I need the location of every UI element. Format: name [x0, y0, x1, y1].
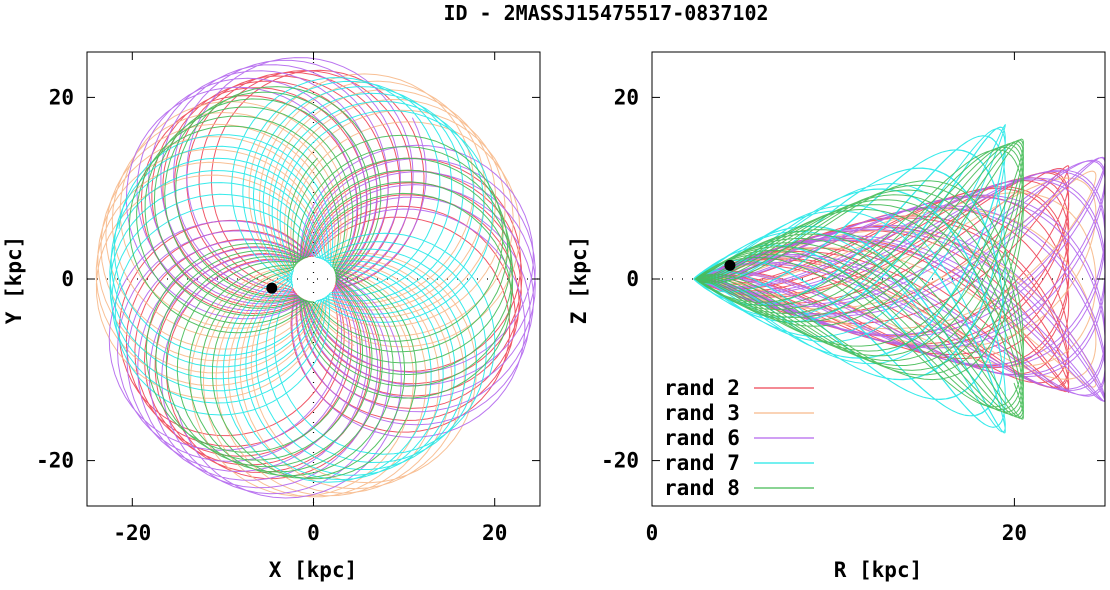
- xy-xlabel: X [kpc]: [269, 558, 358, 582]
- chart-title: ID - 2MASSJ15475517-0837102: [443, 1, 768, 25]
- rz-series-rand-3: [698, 170, 1097, 388]
- rz-ylabel: Z [kpc]: [567, 236, 591, 325]
- rz-ytick-label: -20: [601, 449, 639, 473]
- xy-series-rand-8: [128, 86, 514, 480]
- xy-xtick-label: -20: [113, 521, 151, 545]
- xy-orbits: [95, 57, 536, 499]
- legend-text-rand-8: rand 8: [664, 476, 740, 500]
- rz-ytick-label: 0: [626, 267, 639, 291]
- rz-ticks: 0 20 20 0 -20: [601, 52, 1105, 545]
- legend-text-rand-3: rand 3: [664, 401, 740, 425]
- xy-series-rand-7: [109, 77, 496, 483]
- rz-star-marker: [724, 259, 736, 271]
- xy-ticks: -20 0 20 20 0 -20: [36, 52, 540, 545]
- xy-zero-axes: [87, 52, 540, 506]
- xy-panel: -20 0 20 20 0 -20 X [kpc] Y [kpc]: [2, 51, 541, 582]
- xy-ytick-label: -20: [36, 449, 74, 473]
- rz-series-rand-2: [695, 165, 1070, 394]
- rz-series-rand-8: [693, 138, 1025, 420]
- xy-series-rand-6: [108, 57, 536, 499]
- legend-text-rand-7: rand 7: [664, 451, 740, 475]
- legend-text-rand-2: rand 2: [664, 376, 740, 400]
- xy-frame: [86, 51, 541, 507]
- rz-xtick-label: 20: [1002, 521, 1027, 545]
- legend-text-rand-6: rand 6: [664, 426, 740, 450]
- xy-xtick-label: 20: [482, 521, 507, 545]
- xy-ylabel: Y [kpc]: [2, 236, 26, 325]
- xy-xtick-label: 0: [307, 521, 320, 545]
- xy-star-marker: [266, 282, 278, 294]
- xy-ytick-label: 0: [61, 267, 74, 291]
- rz-orbits: [693, 123, 1105, 434]
- rz-ytick-label: 20: [614, 85, 639, 109]
- xy-series-rand-3: [95, 73, 521, 498]
- rz-xtick-label: 0: [646, 521, 659, 545]
- xy-ytick-label: 20: [49, 85, 74, 109]
- rz-xlabel: R [kpc]: [834, 558, 923, 582]
- xy-series-rand-2: [118, 69, 523, 480]
